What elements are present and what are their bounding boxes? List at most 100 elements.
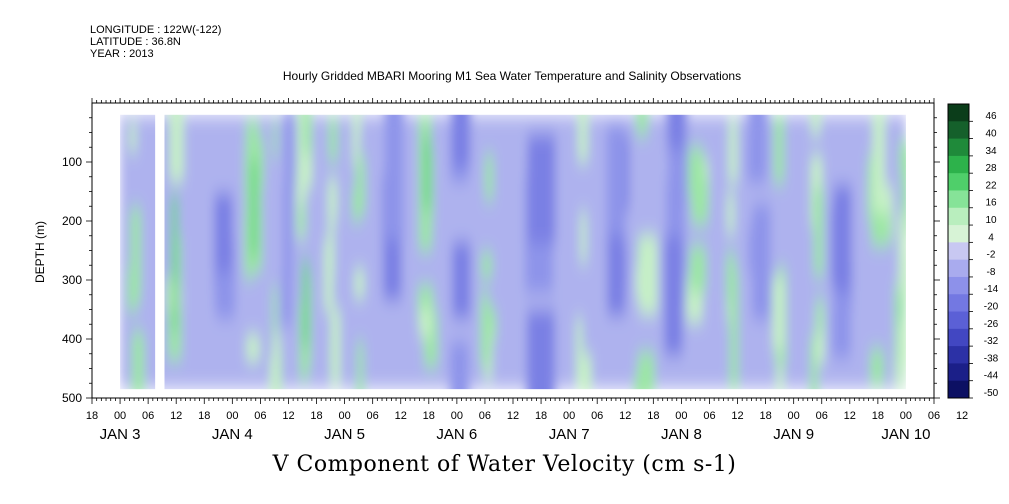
heatmap-green-patch [328,115,338,163]
heatmap-green-patch [303,103,312,154]
heatmap-green-patch [810,103,821,136]
x-hour-tick-label: 00 [900,410,912,422]
x-hour-tick-label: 12 [395,410,407,422]
heatmap-green-patch [772,276,785,351]
heatmap-green-patch [269,357,276,398]
heatmap-green-patch [132,334,145,398]
colorbar-tick-label: 16 [985,198,997,209]
heatmap-green-patch [273,118,278,159]
colorbar-tick-label: -14 [984,284,999,295]
colorbar-swatch [948,363,969,382]
heatmap-green-patch [419,307,432,338]
heatmap-green-patch [245,119,260,157]
x-hour-tick-label: 00 [563,410,575,422]
heatmap-green-patch [246,334,260,362]
heatmap-blue-patch [832,305,851,358]
latitude-label: LATITUDE : 36.8N [90,36,181,48]
x-day-tick-label: JAN 5 [324,426,365,443]
heatmap-green-patch [816,297,823,334]
heatmap-green-patch [894,350,905,389]
heatmap-blue-patch [607,235,626,316]
colorbar-swatch [948,121,969,140]
colorbar-swatch [948,225,969,243]
heatmap-missing-right [905,103,934,398]
heatmap-green-patch [898,322,909,368]
heatmap-green-patch [726,252,736,301]
heatmap-green-patch [485,154,494,201]
colorbar-tick-label: -32 [984,336,999,347]
heatmap-green-patch [298,204,305,236]
x-hour-tick-label: 06 [703,410,715,422]
axes: 18 00 06 12 18 00 06 12 18 00 06 12 18 00 06 12 18 00 06 12… [62,98,968,443]
colorbar-swatch [948,155,969,174]
colorbar-tick-label: -8 [987,267,996,278]
colorbar-frame [947,103,970,399]
heatmap-green-patch [352,188,361,222]
heatmap-green-patch [871,213,891,247]
y-tick-label: 400 [62,332,82,346]
x-hour-tick-label: 00 [788,410,800,422]
x-hour-tick-label: 18 [86,410,98,422]
x-hour-tick-label: 18 [759,410,771,422]
colorbar-swatch [948,346,969,364]
x-hour-tick-label: 12 [731,410,743,422]
heatmap-blue-patch [216,271,236,319]
x-hour-tick-label: 18 [423,410,435,422]
heatmap-missing-top [92,103,934,115]
heatmap-strong-green-patch [251,160,258,221]
heatmap-blue-patch [833,185,852,292]
heatmap-blue-patch [450,342,469,398]
heatmap-blue-patch [526,310,555,398]
heatmap-green-patch [727,192,735,235]
heatmap-strong-green-patch [171,251,178,329]
heatmap-base [120,114,906,390]
colorbar-swatch [948,380,969,399]
heatmap-missing-bottom [92,389,934,398]
heatmap-green-patch [898,212,908,294]
heatmap-green-patch [580,211,587,264]
heatmap-green-patch [810,335,818,398]
x-day-tick-label: JAN 9 [773,426,814,443]
colorbar: 46 40 34 28 22 16 10 4 -2 -8 -14 -20 -26 -32 -38 -44 -50 [947,103,999,399]
heatmap-green-patch [872,108,886,202]
y-axis-label: DEPTH (m) [33,221,47,283]
heatmap-missing-column [155,103,165,398]
heatmap-green-patch [774,114,785,184]
x-day-tick-label: JAN 8 [661,426,702,443]
colorbar-swatch [948,311,969,330]
heatmap-blue-patch [527,134,556,244]
colorbar-swatch [948,242,969,261]
x-hour-tick-label: 12 [844,410,856,422]
x-hour-tick-label: 18 [198,410,210,422]
x-hour-tick-label: 06 [928,410,940,422]
colorbar-tick-label: 22 [985,180,997,191]
colorbar-swatch [948,190,969,209]
heatmap-blue-patch [451,103,471,167]
colorbar-tick-label: -50 [984,388,999,399]
chart-title: Hourly Gridded MBARI Mooring M1 Sea Wate… [283,69,741,83]
heatmap-blue-patch [384,120,404,241]
colorbar-tick-label: 40 [985,129,997,140]
colorbar-tick-label: -2 [987,250,996,261]
heatmap-green-patch [328,219,335,278]
x-hour-tick-label: 06 [254,410,266,422]
heatmap-blue-patch [283,185,293,275]
heatmap-green-patch [169,103,180,151]
colorbar-tick-label: 10 [985,215,997,226]
x-hour-tick-label: 06 [816,410,828,422]
colorbar-tick-label: 46 [985,111,997,122]
heatmap-green-patch [728,138,738,183]
colorbar-tick-label: -44 [984,371,999,382]
y-tick-label: 200 [62,214,82,228]
x-hour-tick-label: 00 [114,410,126,422]
heatmap-green-patch [815,305,825,364]
x-day-tick-label: JAN 6 [436,426,477,443]
heatmap-blue-patch [664,236,683,356]
heatmap-blue-patch [748,227,768,273]
heatmap-green-patch [330,308,341,387]
longitude-label: LONGITUDE : 122W(-122) [90,24,222,36]
heatmap-green-patch [689,245,707,292]
colorbar-swatch [948,294,969,313]
colorbar-tick-label: 34 [985,146,997,157]
